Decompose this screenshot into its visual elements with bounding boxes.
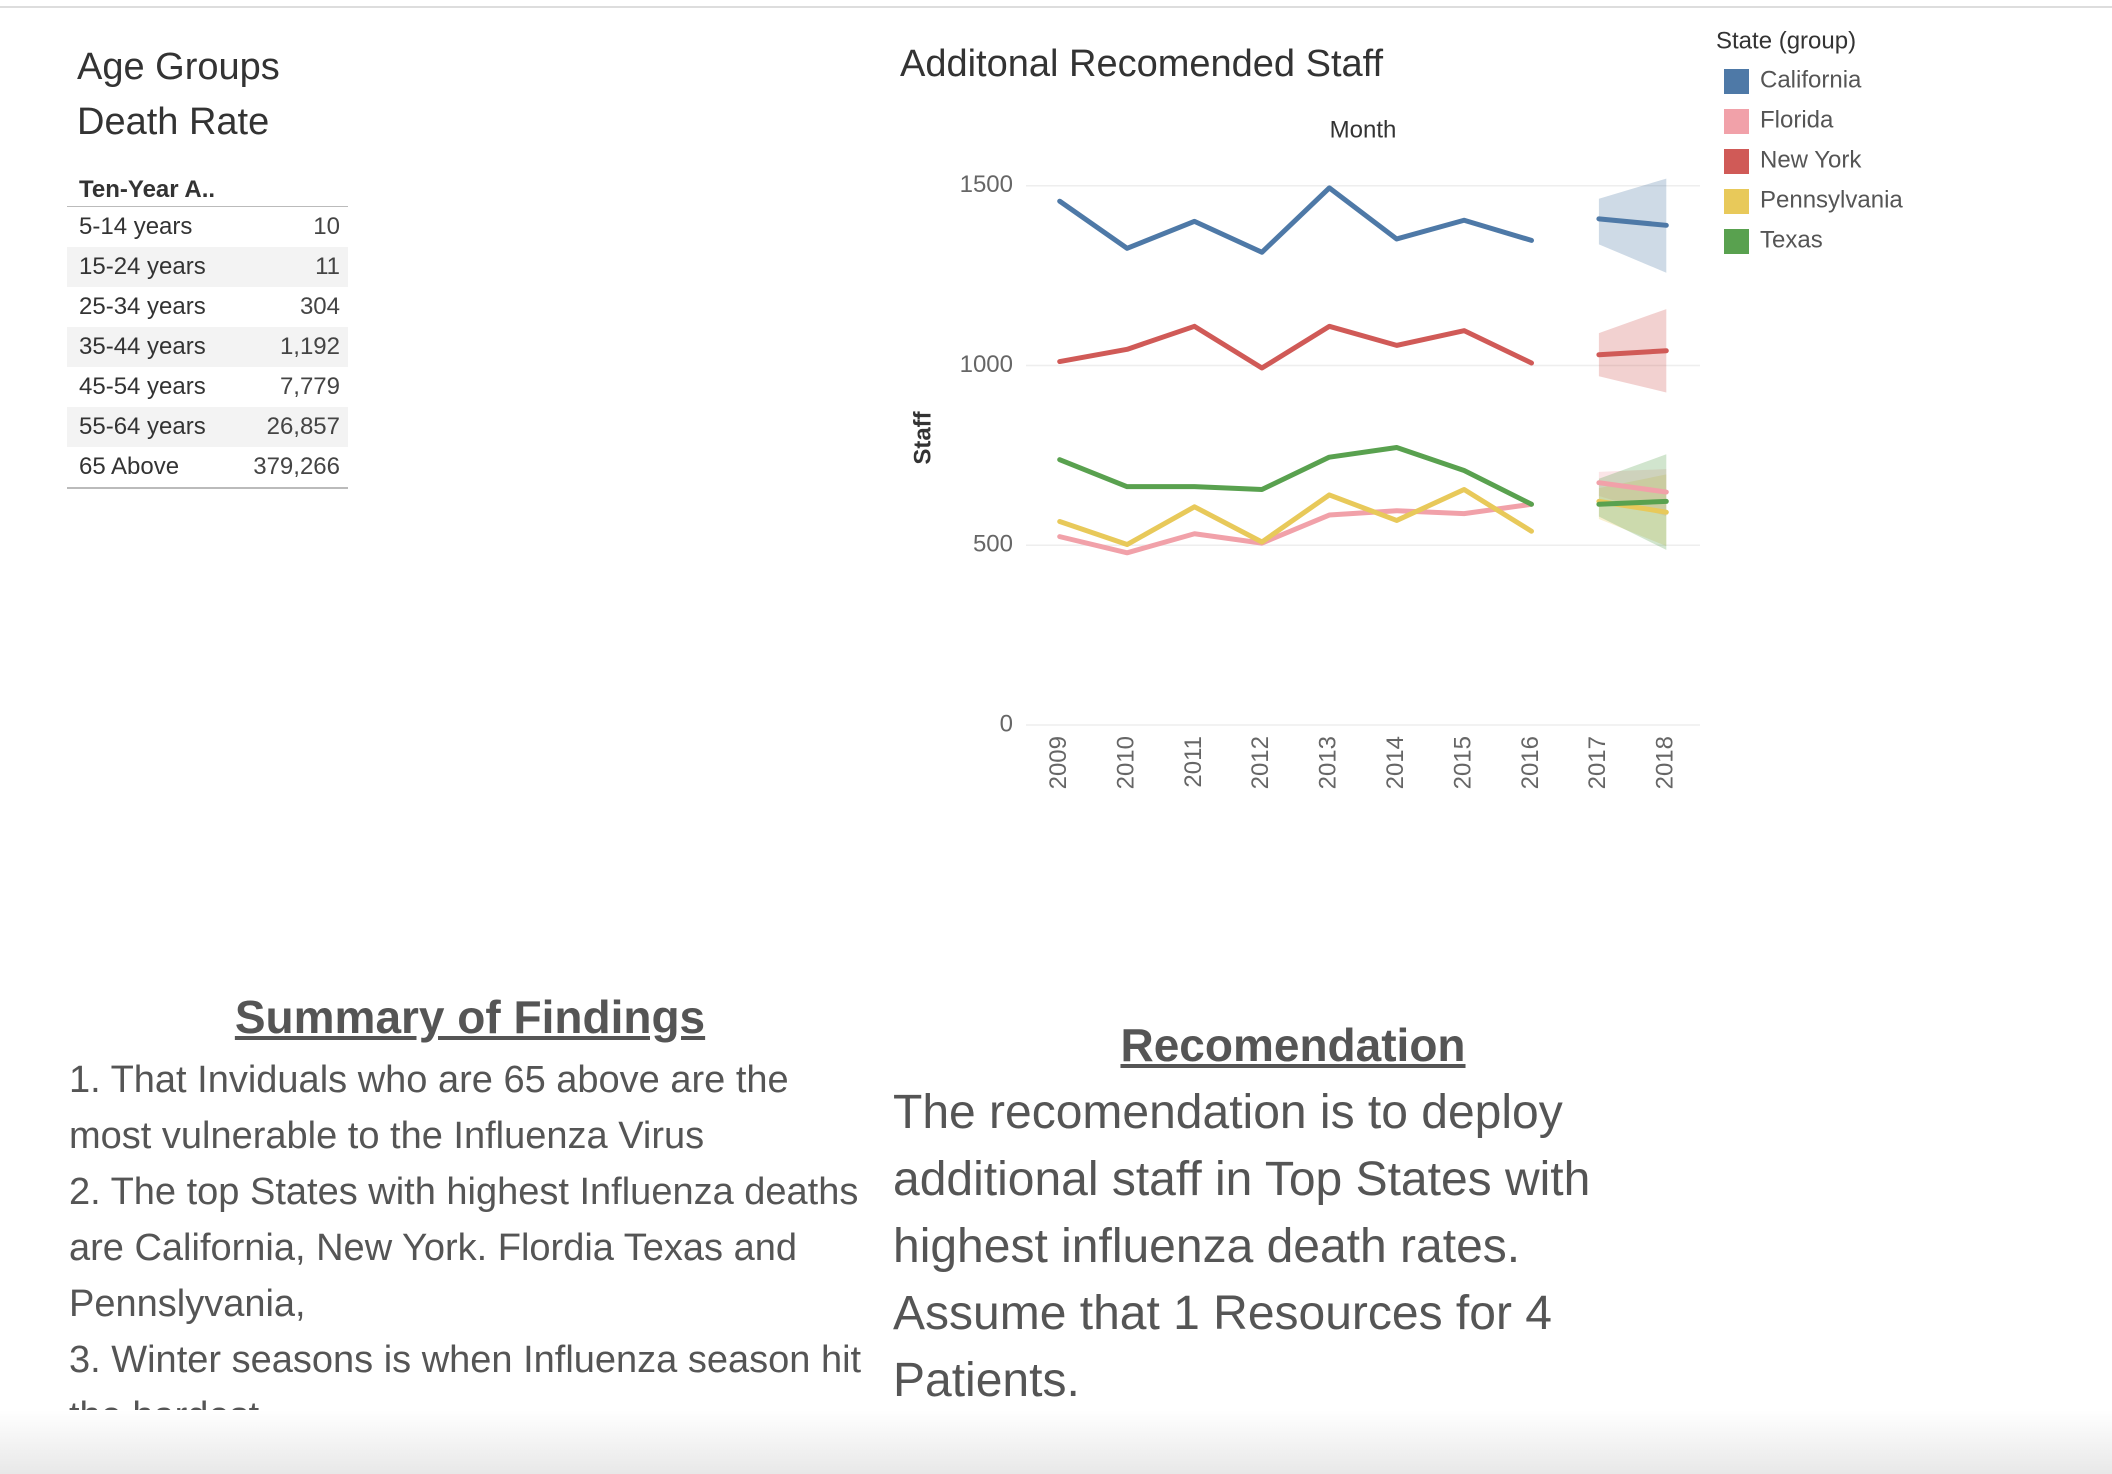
table-row: 45-54 years 7,779 (67, 367, 348, 407)
death-count: 7,779 (279, 373, 340, 400)
age-group: 45-54 years (79, 373, 206, 400)
y-tick-label: 1000 (960, 351, 1013, 378)
age-group: 15-24 years (79, 253, 206, 280)
age-group: 35-44 years (79, 333, 206, 360)
x-tick-label: 2014 (1382, 736, 1409, 789)
forecast-line (1596, 498, 1669, 507)
age-table: Ten-Year A.. 5-14 years 10 15-24 years 11 25… (67, 170, 348, 489)
table-row: 15-24 years 11 (67, 247, 348, 287)
x-tick-label: 2009 (1045, 736, 1072, 789)
table-row: 65 Above 379,266 (67, 447, 348, 487)
x-tick-label: 2013 (1315, 736, 1342, 789)
bottom-fade (0, 1410, 2112, 1474)
y-axis-label: Staff (909, 410, 936, 464)
legend-label: Florida (1760, 106, 1834, 133)
legend-swatch (1724, 69, 1749, 94)
x-tick-label: 2011 (1180, 736, 1207, 788)
table-row: 25-34 years 304 (67, 287, 348, 327)
legend-label: Texas (1760, 226, 1823, 253)
legend-title: State (group) (1716, 27, 1856, 54)
series-line (1057, 444, 1534, 507)
summary-list: 1. That Inviduals who are 65 above are t… (69, 1052, 879, 1444)
table-bottom-border (67, 487, 348, 489)
legend-label: California (1760, 66, 1862, 93)
death-count: 11 (315, 253, 340, 280)
forecast-line (1596, 348, 1669, 358)
death-count: 379,266 (253, 453, 340, 480)
x-tick-label: 2016 (1517, 736, 1544, 789)
x-tick-label: 2017 (1584, 736, 1611, 789)
legend-label: Pennsylvania (1760, 186, 1903, 213)
series-line (1057, 323, 1534, 371)
summary-item: 1. That Inviduals who are 65 above are t… (69, 1059, 789, 1157)
y-tick-label: 0 (1000, 710, 1013, 737)
death-count: 26,857 (266, 413, 340, 440)
table-row: 55-64 years 26,857 (67, 407, 348, 447)
age-group: 5-14 years (79, 213, 193, 240)
forecast-band (1598, 178, 1667, 273)
recommendation-text: The recomendation is to deploy additiona… (893, 1086, 1591, 1407)
age-group: 55-64 years (79, 413, 206, 440)
age-group: 25-34 years (79, 293, 206, 320)
summary-item: 2. The top States with highest Influenza… (69, 1171, 859, 1325)
forecast-line (1596, 480, 1669, 495)
legend-swatch (1724, 109, 1749, 134)
legend-label: New York (1760, 146, 1862, 173)
series-line (1057, 487, 1534, 548)
legend-swatch (1724, 149, 1749, 174)
series-line (1057, 501, 1534, 556)
x-tick-label: 2015 (1449, 736, 1476, 789)
table-header: Ten-Year A.. (67, 170, 348, 207)
y-tick-label: 500 (973, 531, 1013, 558)
summary-heading: Summary of Findings (234, 991, 706, 1043)
forecast-line (1596, 216, 1669, 228)
table-title: Age Groups Death Rate (77, 46, 280, 143)
series-line (1057, 185, 1534, 255)
chart-title: Additonal Recomended Staff (900, 43, 1384, 85)
legend-swatch (1724, 189, 1749, 214)
x-axis-label: Month (1330, 116, 1397, 143)
y-tick-label: 1500 (960, 171, 1013, 198)
table-row: 5-14 years 10 (67, 207, 348, 247)
legend-swatch (1724, 229, 1749, 254)
forecast-band (1598, 474, 1667, 546)
recommendation-heading: Recomendation (1120, 1019, 1466, 1071)
table-body: 5-14 years 10 15-24 years 11 25-34 years 304 3… (67, 207, 348, 487)
age-group: 65 Above (79, 453, 180, 480)
x-tick-label: 2010 (1112, 736, 1139, 789)
death-count: 1,192 (279, 333, 340, 360)
table-row: 35-44 years 1,192 (67, 327, 348, 367)
x-tick-label: 2012 (1247, 736, 1274, 789)
death-count: 304 (299, 293, 340, 320)
x-tick-label: 2018 (1652, 736, 1679, 789)
top-border (0, 6, 2112, 8)
death-count: 10 (313, 213, 340, 240)
